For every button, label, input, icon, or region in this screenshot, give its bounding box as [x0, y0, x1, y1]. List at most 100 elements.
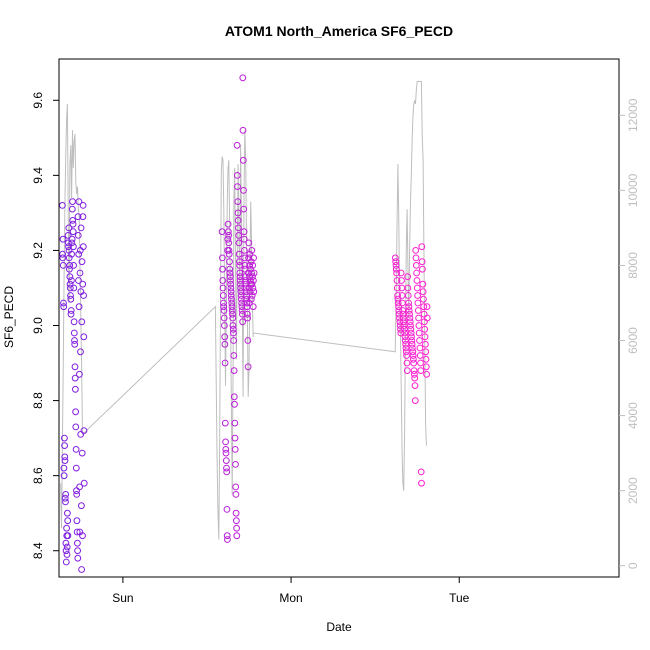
data-point	[70, 243, 77, 251]
data-point	[418, 258, 426, 266]
data-point	[71, 340, 79, 348]
data-point	[80, 292, 87, 299]
data-point	[70, 262, 77, 269]
data-point	[219, 284, 227, 292]
data-point	[402, 340, 410, 348]
data-point	[394, 295, 402, 303]
data-point	[74, 213, 82, 221]
y2-tick-label: 4000	[626, 402, 640, 429]
data-point	[240, 235, 248, 243]
data-point	[80, 333, 88, 341]
data-point	[239, 156, 247, 164]
data-point	[70, 284, 78, 292]
data-point	[219, 254, 226, 262]
data-point	[242, 284, 250, 292]
data-point	[60, 299, 67, 307]
data-point	[231, 400, 238, 408]
y2-tick-label: 12000	[626, 98, 640, 132]
data-point	[73, 517, 81, 525]
data-point	[245, 239, 253, 247]
data-point	[395, 310, 403, 318]
data-point	[221, 419, 229, 427]
data-point	[233, 141, 241, 149]
data-point	[413, 284, 421, 292]
data-point	[75, 198, 83, 206]
data-point	[228, 295, 235, 303]
data-point	[63, 524, 70, 532]
data-point	[76, 269, 84, 277]
data-point	[238, 299, 246, 307]
data-point	[220, 299, 227, 307]
data-point	[249, 303, 257, 311]
data-point	[234, 217, 242, 224]
data-point	[74, 547, 81, 555]
series-points	[59, 74, 431, 573]
data-point	[231, 419, 239, 427]
data-point	[227, 292, 235, 299]
data-point	[239, 310, 246, 318]
data-point	[249, 262, 257, 269]
data-point	[61, 434, 68, 442]
data-point	[219, 292, 227, 299]
data-point	[230, 337, 238, 344]
y-tick-label: 9.4	[31, 167, 45, 184]
data-point	[75, 250, 83, 258]
data-point	[405, 303, 413, 311]
data-point	[399, 307, 407, 314]
data-point	[73, 491, 81, 498]
data-point	[69, 220, 77, 228]
data-point	[412, 262, 420, 269]
data-point	[234, 209, 242, 217]
data-point	[397, 325, 404, 333]
data-point	[219, 277, 227, 284]
data-point	[63, 543, 71, 551]
data-point	[244, 314, 252, 322]
data-point	[60, 303, 68, 311]
data-point	[62, 498, 69, 506]
data-point	[417, 367, 425, 375]
data-point	[232, 509, 240, 517]
data-point	[225, 239, 233, 247]
data-point	[220, 314, 228, 322]
data-point	[406, 310, 413, 318]
data-point	[248, 269, 255, 277]
data-point	[65, 224, 73, 232]
data-point	[247, 277, 254, 284]
data-point	[232, 491, 240, 498]
data-point	[229, 322, 237, 329]
data-point	[410, 367, 418, 375]
data-point	[401, 325, 408, 333]
data-point	[408, 340, 416, 348]
data-point	[241, 262, 249, 269]
data-point	[241, 247, 248, 254]
data-point	[229, 314, 237, 322]
data-point	[74, 554, 82, 562]
series-line	[60, 81, 427, 540]
data-point	[62, 547, 70, 555]
data-point	[407, 322, 414, 329]
data-point	[71, 374, 79, 382]
data-point	[250, 288, 258, 296]
data-point	[230, 329, 237, 337]
data-point	[65, 243, 72, 251]
data-point	[234, 183, 241, 191]
data-point	[222, 446, 230, 453]
data-point	[72, 464, 80, 472]
data-point	[242, 277, 250, 284]
data-point	[225, 247, 233, 254]
data-point	[227, 284, 235, 292]
data-point	[249, 284, 257, 292]
data-point	[221, 340, 229, 348]
data-point	[69, 228, 77, 236]
data-point	[250, 254, 258, 262]
data-point	[225, 250, 233, 258]
data-point	[240, 228, 248, 236]
data-point	[406, 318, 414, 326]
data-point	[419, 288, 427, 296]
data-point	[66, 284, 74, 292]
data-point	[221, 333, 229, 341]
data-point	[70, 318, 78, 326]
data-point	[64, 239, 72, 247]
data-point	[225, 232, 233, 239]
